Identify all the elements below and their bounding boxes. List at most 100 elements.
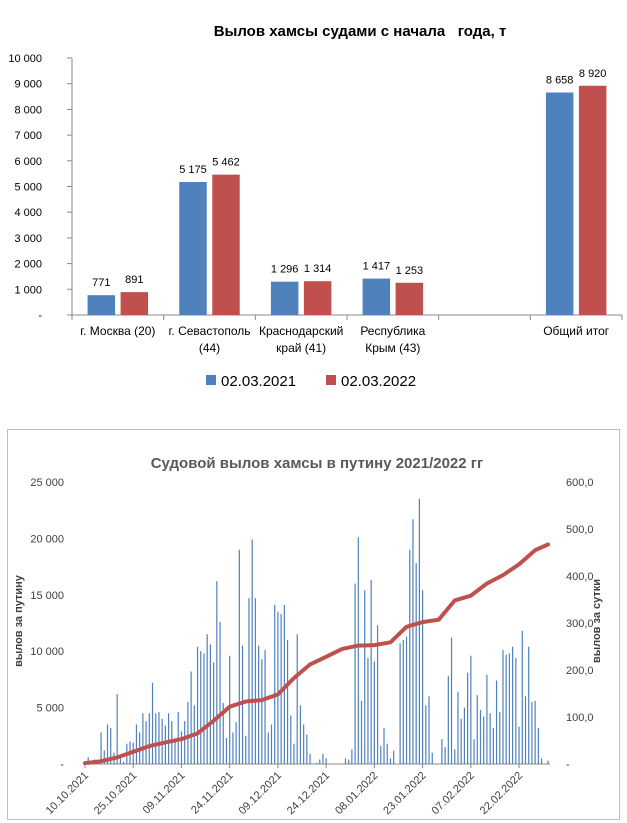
daily-catch-bar [357,537,359,764]
daily-catch-bar [415,563,417,764]
daily-catch-bar [470,655,472,764]
daily-catch-bar [444,747,446,764]
category-label: Республика [360,324,425,338]
chart2-title: Судовой вылов хамсы в путину 2021/2022 г… [151,455,484,472]
daily-catch-bar [351,749,353,764]
daily-catch-bar [489,713,491,764]
daily-catch-bar [164,725,166,764]
daily-catch-bar [441,739,443,764]
daily-catch-bar [502,650,504,764]
daily-catch-bar [110,727,112,764]
daily-catch-bar [315,762,318,764]
daily-catch-bar [190,671,192,764]
daily-catch-bar [450,637,453,764]
daily-catch-bar [151,682,154,764]
chart2-y-tick-label: 10 000 [30,646,64,658]
daily-catch-bar [270,724,273,764]
daily-catch-bar [119,757,121,764]
daily-catch-bar [518,726,520,764]
daily-catch-bar [216,581,218,764]
daily-catch-bar [454,749,456,764]
chart2-y2-tick-label: - [566,759,570,771]
chart2-y-tick-label: 25 000 [30,477,64,489]
daily-catch-bar [354,583,356,764]
daily-catch-bar [537,727,539,764]
daily-catch-bar [135,724,138,764]
daily-catch-bar [196,646,199,764]
daily-catch-bar [274,604,276,764]
daily-catch-bar [505,654,507,764]
daily-catch-bar [258,645,260,764]
daily-catch-bar [235,722,237,764]
chart2-y2-tick-label: 100,0 [566,712,594,724]
daily-catch-bar [344,758,347,764]
chart2-y2-tick-label: 400,0 [566,571,594,583]
daily-catch-bar [524,696,527,764]
daily-catch-bar [483,716,485,764]
daily-catch-bar [515,657,517,764]
bar-02.03.2022-3 [395,282,424,315]
daily-catch-bar [380,745,382,764]
daily-catch-bar [103,750,105,764]
daily-catch-bar [547,760,549,764]
daily-catch-bar [383,727,385,764]
bar-02.03.2021-3 [362,278,391,315]
daily-catch-bar [180,731,183,764]
chart1-legend: 02.03.2021 02.03.2022 [206,373,416,390]
daily-catch-bar [460,718,462,764]
daily-catch-bar [245,735,247,764]
bar-value-label: 771 [92,277,110,289]
chart2-frame [7,429,620,820]
chart2-y2-axis-label: вылов за сутки [591,579,603,663]
bar-value-label: 891 [125,274,143,286]
daily-catch-bar [122,761,125,764]
chart2-y-tick-label: 20 000 [30,533,64,545]
daily-catch-bar [299,705,302,764]
chart1-y-tick-label: 1 000 [14,284,42,296]
daily-catch-bar [219,621,221,764]
bar-02.03.2021-0 [87,295,116,315]
daily-catch-bar [241,645,244,764]
daily-catch-bar [412,519,414,764]
daily-catch-bar [473,739,475,764]
category-label: Крым (43) [365,341,420,355]
daily-catch-bar [267,732,269,764]
daily-catch-bar [402,639,404,764]
daily-catch-bar [418,498,420,764]
category-label: Краснодарский [259,324,343,338]
chart2-y-tick-label: 15 000 [30,590,64,602]
daily-catch-bar [116,694,118,764]
daily-catch-bar [399,643,401,764]
daily-catch-bar [376,625,379,764]
daily-catch-bar [370,580,372,764]
daily-catch-bar [306,734,308,764]
daily-catch-bar [142,713,144,764]
bar-02.03.2021-5 [545,92,574,315]
chart2-y-tick-label: 5 000 [36,703,64,715]
daily-catch-bar [467,672,469,764]
daily-catch-bar [409,549,411,764]
chart2-y2-tick-label: 300,0 [566,618,594,630]
bar-value-label: 8 920 [579,68,607,80]
daily-catch-bar [209,644,211,764]
daily-catch-bar [167,713,170,764]
bar-02.03.2022-0 [120,292,149,315]
bar-02.03.2021-2 [270,281,299,315]
daily-catch-bar [422,590,424,764]
daily-catch-bar [222,703,224,764]
daily-catch-bar [148,713,150,764]
chart1-y-tick-label: - [38,310,42,322]
chart2-y-tick-label: - [60,759,64,771]
bar-value-label: 1 296 [271,264,299,276]
bar-value-label: 1 314 [304,263,332,275]
daily-catch-bar [290,715,292,764]
daily-catch-bar [232,732,234,764]
daily-catch-bar [364,590,366,764]
daily-catch-bar [431,752,433,764]
daily-catch-bar [373,661,375,764]
category-label: Общий итог [543,324,610,338]
daily-catch-bar [534,700,536,764]
daily-catch-bar [303,724,305,764]
category-label: (44) [199,341,220,355]
bar-value-label: 8 658 [546,74,574,86]
